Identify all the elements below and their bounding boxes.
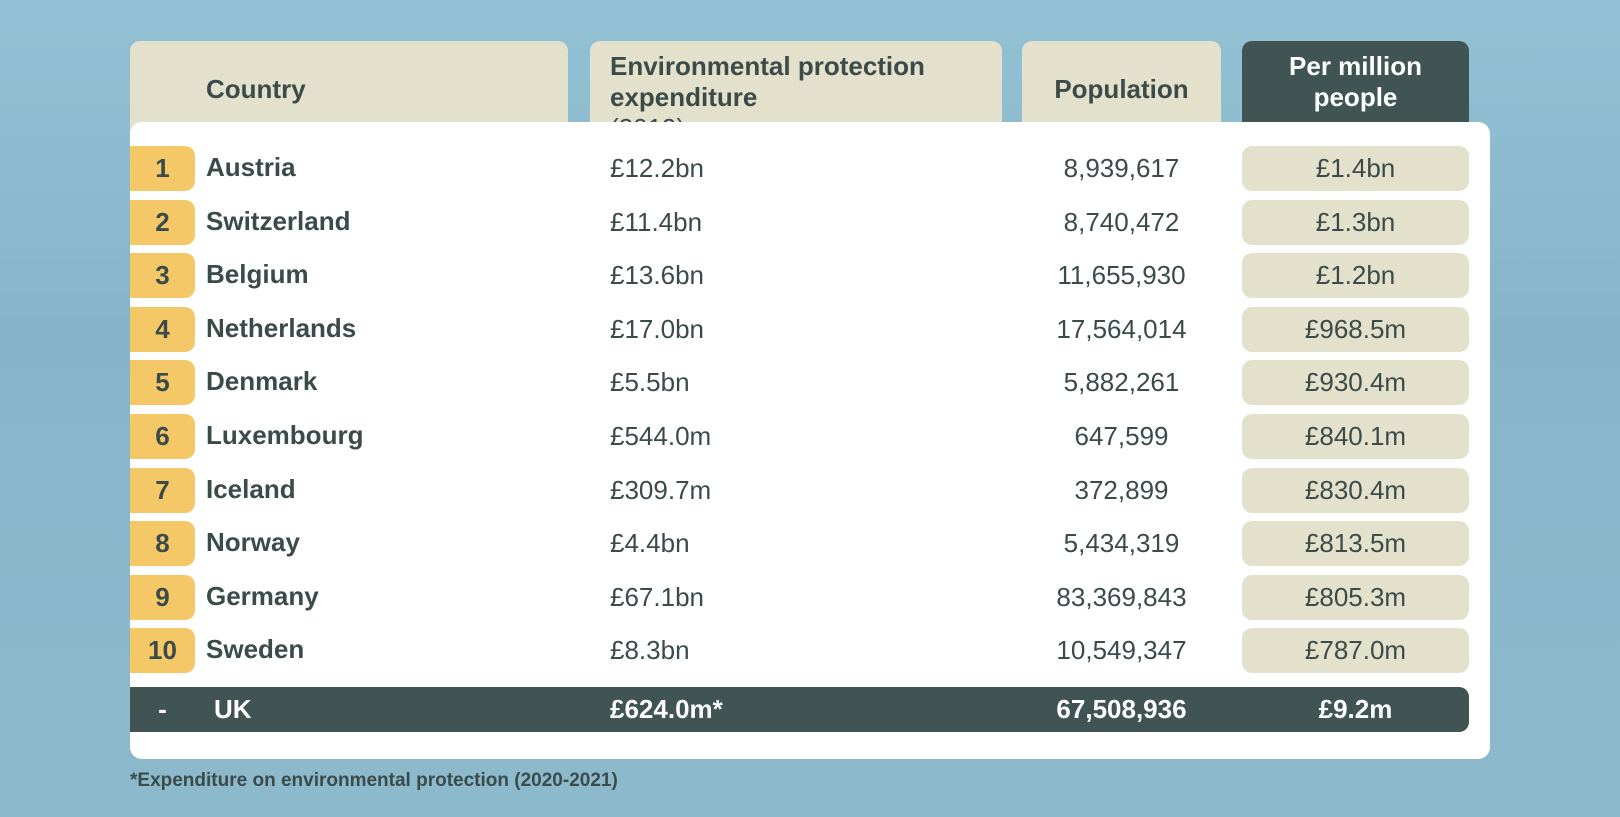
per-million: £813.5m (1242, 521, 1469, 567)
per-million: £1.2bn (1242, 253, 1469, 299)
expenditure: £13.6bn (610, 260, 704, 291)
footnote: *Expenditure on environmental protection… (130, 770, 618, 791)
expenditure: £67.1bn (610, 581, 704, 612)
table-row: 8 Norway £4.4bn 5,434,319 £813.5m (130, 521, 1469, 567)
header-label: Environmental protection expenditure (610, 51, 925, 112)
rank: 8 (130, 521, 195, 567)
per-million: £1.4bn (1242, 146, 1469, 191)
rank: 9 (130, 574, 195, 620)
expenditure: £624.0m* (610, 694, 723, 724)
country: Switzerland (206, 205, 351, 236)
table-row: 4 Netherlands £17.0bn 17,564,014 £968.5m (130, 306, 1469, 352)
country: Norway (206, 527, 300, 558)
expenditure: £544.0m (610, 421, 712, 451)
rank: 10 (130, 628, 195, 674)
country: Austria (206, 152, 296, 182)
country: UK (214, 694, 252, 724)
table-row: 9 Germany £67.1bn 83,369,843 £805.3m (130, 574, 1469, 620)
country: Luxembourg (206, 420, 364, 450)
table-row: 5 Denmark £5.5bn 5,882,261 £930.4m (130, 360, 1469, 406)
per-million: £930.4m (1242, 360, 1469, 406)
expenditure: £309.7m (610, 474, 712, 505)
country: Iceland (206, 473, 296, 504)
per-million: £787.0m (1242, 628, 1469, 674)
per-million: £805.3m (1242, 574, 1469, 620)
rank: 7 (130, 467, 195, 513)
per-million: £9.2m (1318, 694, 1393, 724)
rank: 2 (130, 199, 195, 245)
population: 10,549,347 (1056, 635, 1187, 666)
population: 83,369,843 (1056, 581, 1187, 612)
expenditure: £5.5bn (610, 367, 690, 398)
header-label: Country (206, 74, 306, 104)
expenditure: £4.4bn (610, 528, 690, 559)
expenditure: £11.4bn (610, 206, 703, 237)
expenditure: £17.0bn (610, 313, 704, 344)
per-million: £968.5m (1242, 306, 1469, 352)
header-label: Per million people (1289, 51, 1422, 112)
table-row: 3 Belgium £13.6bn 11,655,930 £1.2bn (130, 253, 1469, 299)
rank: 3 (130, 253, 195, 299)
country: Germany (206, 580, 319, 611)
per-million: £840.1m (1242, 414, 1469, 459)
per-million: £1.3bn (1242, 199, 1469, 245)
population: 5,434,319 (1063, 528, 1180, 559)
expenditure: £12.2bn (610, 153, 704, 183)
uk-row: - UK £624.0m* 67,508,936 £9.2m (130, 687, 1469, 732)
population: 8,939,617 (1063, 153, 1180, 183)
table-row: 6 Luxembourg £544.0m 647,599 £840.1m (130, 414, 1469, 459)
population: 8,740,472 (1063, 206, 1180, 237)
table-row: 7 Iceland £309.7m 372,899 £830.4m (130, 467, 1469, 513)
table-row: 1 Austria £12.2bn 8,939,617 £1.4bn (130, 146, 1469, 191)
table-row: 2 Switzerland £11.4bn 8,740,472 £1.3bn (130, 199, 1469, 245)
country: Sweden (206, 634, 305, 665)
country: Netherlands (206, 312, 357, 343)
rank: - (158, 694, 167, 724)
expenditure: £8.3bn (610, 635, 690, 666)
population: 67,508,936 (1056, 694, 1187, 724)
rank: 6 (130, 414, 195, 459)
population: 647,599 (1074, 421, 1169, 451)
header-label: Population (1054, 74, 1189, 104)
population: 372,899 (1074, 474, 1169, 505)
population: 5,882,261 (1063, 367, 1180, 398)
table-row: 10 Sweden £8.3bn 10,549,347 £787.0m (130, 628, 1469, 674)
country: Denmark (206, 366, 318, 397)
country: Belgium (206, 259, 309, 290)
rank: 4 (130, 306, 195, 352)
per-million: £830.4m (1242, 467, 1469, 513)
population: 17,564,014 (1056, 313, 1187, 344)
rank: 1 (130, 146, 195, 191)
rank: 5 (130, 360, 195, 406)
population: 11,655,930 (1057, 260, 1186, 291)
